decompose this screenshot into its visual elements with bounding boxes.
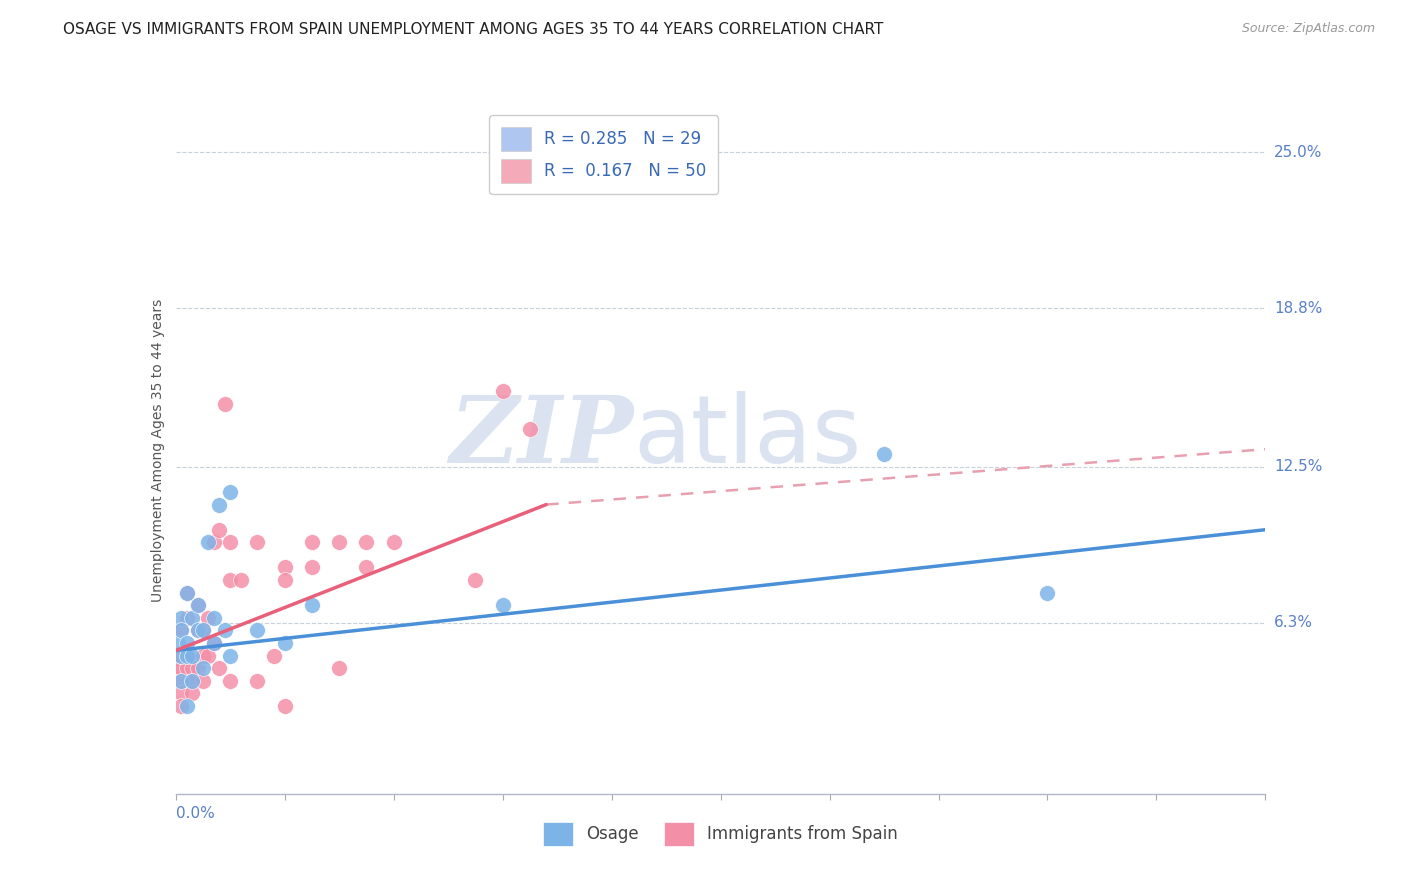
Point bbox=[181, 686, 204, 700]
Point bbox=[202, 636, 225, 650]
Point bbox=[181, 673, 204, 688]
Point bbox=[170, 673, 193, 688]
Point bbox=[181, 611, 204, 625]
Point bbox=[186, 624, 209, 638]
Point bbox=[176, 648, 198, 663]
Point bbox=[170, 624, 193, 638]
Point bbox=[170, 611, 193, 625]
Point bbox=[492, 598, 515, 612]
Point bbox=[274, 573, 297, 587]
Point bbox=[263, 648, 285, 663]
Point bbox=[208, 498, 231, 512]
Point bbox=[202, 611, 225, 625]
Point bbox=[301, 560, 323, 574]
Point bbox=[382, 535, 405, 549]
Point bbox=[170, 648, 193, 663]
Text: 18.8%: 18.8% bbox=[1274, 301, 1323, 316]
Point bbox=[191, 661, 214, 675]
Point bbox=[191, 624, 214, 638]
Point bbox=[1036, 585, 1059, 599]
Text: OSAGE VS IMMIGRANTS FROM SPAIN UNEMPLOYMENT AMONG AGES 35 TO 44 YEARS CORRELATIO: OSAGE VS IMMIGRANTS FROM SPAIN UNEMPLOYM… bbox=[63, 22, 883, 37]
Point bbox=[214, 624, 236, 638]
Point bbox=[219, 485, 242, 500]
Text: ZIP: ZIP bbox=[449, 392, 633, 482]
Point bbox=[208, 523, 231, 537]
Point bbox=[186, 624, 209, 638]
Point bbox=[464, 573, 486, 587]
Point bbox=[519, 422, 541, 436]
Point bbox=[170, 624, 193, 638]
Point bbox=[214, 397, 236, 411]
Point bbox=[219, 573, 242, 587]
Point bbox=[181, 673, 204, 688]
Text: atlas: atlas bbox=[633, 391, 862, 483]
Point bbox=[246, 624, 269, 638]
Point bbox=[274, 698, 297, 713]
Point bbox=[170, 648, 193, 663]
Point bbox=[202, 636, 225, 650]
Point bbox=[181, 648, 204, 663]
Point bbox=[202, 535, 225, 549]
Text: 0.0%: 0.0% bbox=[176, 806, 215, 822]
Point bbox=[170, 698, 193, 713]
Point bbox=[181, 673, 204, 688]
Point bbox=[170, 686, 193, 700]
Point bbox=[492, 384, 515, 399]
Point bbox=[197, 611, 219, 625]
Point bbox=[191, 624, 214, 638]
Point bbox=[176, 698, 198, 713]
Point bbox=[191, 648, 214, 663]
Point bbox=[166, 648, 188, 663]
Point bbox=[356, 535, 378, 549]
Point bbox=[197, 535, 219, 549]
Point bbox=[208, 661, 231, 675]
Point bbox=[328, 535, 350, 549]
Point bbox=[176, 585, 198, 599]
Point bbox=[219, 535, 242, 549]
Point bbox=[274, 636, 297, 650]
Point bbox=[176, 585, 198, 599]
Point bbox=[492, 170, 515, 185]
Text: 6.3%: 6.3% bbox=[1274, 615, 1313, 631]
Point bbox=[170, 661, 193, 675]
Point bbox=[176, 611, 198, 625]
Y-axis label: Unemployment Among Ages 35 to 44 years: Unemployment Among Ages 35 to 44 years bbox=[150, 299, 165, 602]
Point bbox=[197, 648, 219, 663]
Point bbox=[274, 560, 297, 574]
Point bbox=[356, 560, 378, 574]
Point bbox=[246, 535, 269, 549]
Point bbox=[219, 648, 242, 663]
Point bbox=[186, 598, 209, 612]
Point bbox=[167, 636, 190, 650]
Point bbox=[186, 598, 209, 612]
Text: Source: ZipAtlas.com: Source: ZipAtlas.com bbox=[1241, 22, 1375, 36]
Point bbox=[301, 535, 323, 549]
Point bbox=[181, 661, 204, 675]
Point bbox=[167, 661, 190, 675]
Point bbox=[873, 447, 896, 461]
Point bbox=[176, 661, 198, 675]
Text: 25.0%: 25.0% bbox=[1274, 145, 1323, 160]
Point bbox=[219, 673, 242, 688]
Point bbox=[231, 573, 253, 587]
Point bbox=[328, 661, 350, 675]
Text: 12.5%: 12.5% bbox=[1274, 459, 1323, 475]
Point bbox=[170, 673, 193, 688]
Point bbox=[246, 673, 269, 688]
Point bbox=[186, 661, 209, 675]
Legend: Osage, Immigrants from Spain: Osage, Immigrants from Spain bbox=[534, 814, 907, 855]
Point bbox=[176, 636, 198, 650]
Point bbox=[191, 673, 214, 688]
Point bbox=[301, 598, 323, 612]
Point bbox=[176, 648, 198, 663]
